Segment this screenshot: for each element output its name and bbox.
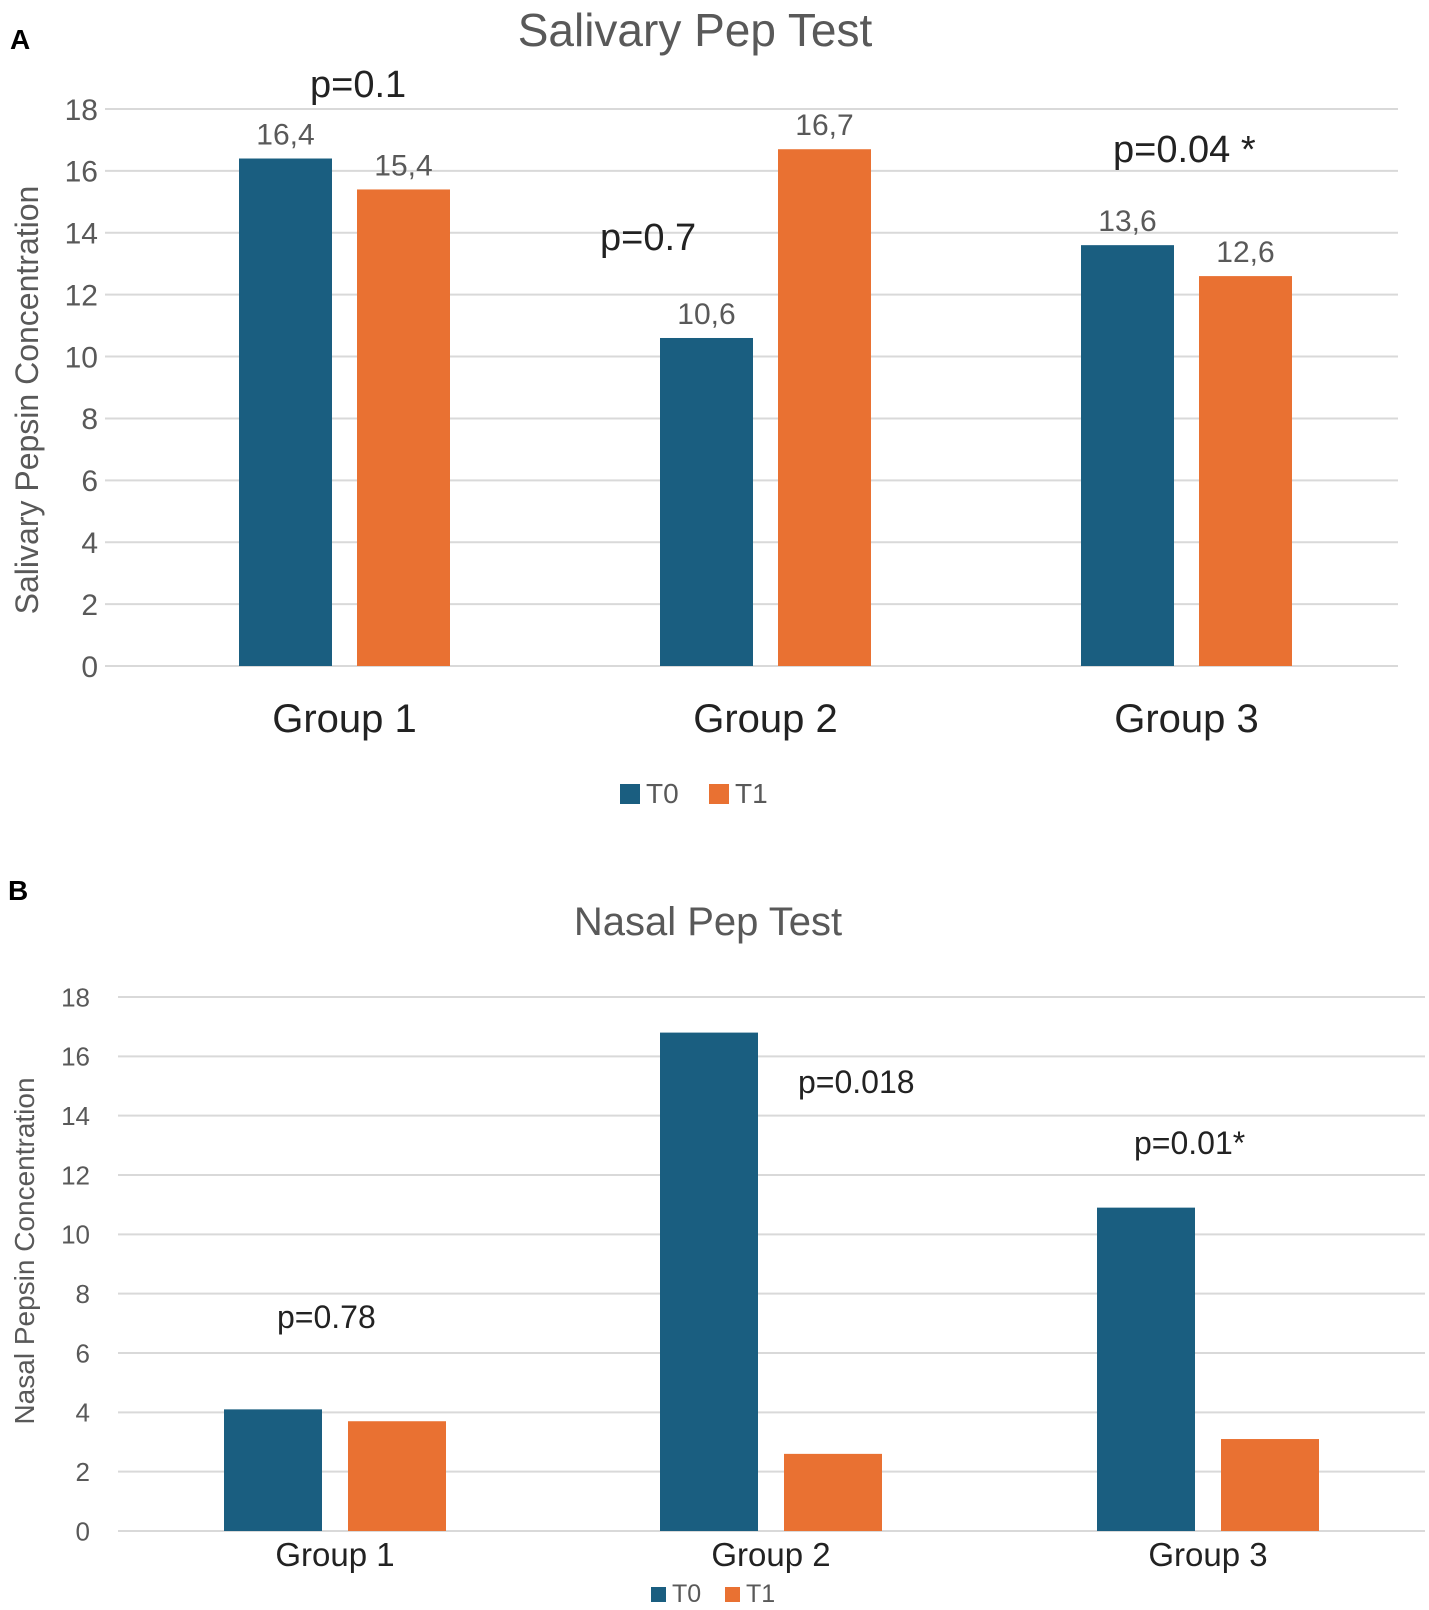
category-label: Group 1 <box>272 697 417 741</box>
panel-a-pvalue-group-2: p=0.7 <box>600 217 696 259</box>
panel-a-y-ticks: 0 2 4 6 8 10 12 14 16 18 <box>65 94 98 684</box>
data-label: 13,6 <box>1098 205 1156 238</box>
y-tick-label: 6 <box>81 465 98 498</box>
panel-b-pvalue-group-3: p=0.01* <box>1134 1125 1245 1161</box>
data-label: 16,7 <box>795 109 853 142</box>
panel-a-legend-label-t1: T1 <box>735 778 768 809</box>
panel-b-legend: T0 T1 <box>651 1580 775 1608</box>
y-tick-label: 6 <box>76 1338 90 1368</box>
panel-a-legend-swatch-t0 <box>620 784 640 804</box>
y-tick-label: 2 <box>81 589 98 622</box>
bar-t0-group-3 <box>1081 245 1174 666</box>
panel-a-legend-swatch-t1 <box>709 784 729 804</box>
panel-a-pvalue-group-1: p=0.1 <box>310 64 406 106</box>
y-tick-label: 12 <box>65 279 98 312</box>
panel-a-legend: T0 T1 <box>620 778 768 809</box>
panel-a-letter: A <box>10 24 30 55</box>
panel-b-annotations: p=0.78 p=0.018 p=0.01* <box>277 1064 1245 1335</box>
data-label: 10,6 <box>677 298 735 331</box>
panel-a: A Salivary Pep Test 0 2 4 6 8 10 12 14 16 18 Sali… <box>9 4 1398 809</box>
panel-a-annotations: p=0.1 p=0.7 p=0.04 * <box>310 64 1256 259</box>
panel-b-category-labels: Group 1 Group 2 Group 3 <box>275 1536 1267 1573</box>
panel-b-gridlines <box>118 996 1425 1532</box>
y-tick-label: 0 <box>81 651 98 684</box>
panel-a-data-labels: 16,4 10,6 13,6 15,4 16,7 12,6 <box>256 109 1274 331</box>
bar-t1-group-3 <box>1199 276 1292 666</box>
bar-t0-group-1 <box>224 1409 322 1531</box>
y-tick-label: 16 <box>61 1042 90 1072</box>
y-tick-label: 14 <box>61 1101 90 1131</box>
panel-a-category-labels: Group 1 Group 2 Group 3 <box>272 697 1259 741</box>
y-tick-label: 4 <box>76 1398 90 1428</box>
bar-t0-group-1 <box>239 158 332 666</box>
panel-b-letter: B <box>8 875 28 906</box>
panel-a-title: Salivary Pep Test <box>518 4 873 56</box>
data-label: 12,6 <box>1216 236 1274 269</box>
category-label: Group 2 <box>693 697 838 741</box>
y-tick-label: 8 <box>81 403 98 436</box>
panel-b-legend-swatch-t1 <box>725 1587 740 1602</box>
panel-b-legend-swatch-t0 <box>651 1587 666 1602</box>
panel-a-legend-label-t0: T0 <box>646 778 679 809</box>
panel-b-legend-label-t0: T0 <box>672 1580 701 1608</box>
bar-t1-group-2 <box>784 1453 882 1531</box>
panel-b-legend-label-t1: T1 <box>746 1580 775 1608</box>
data-label: 15,4 <box>374 149 432 182</box>
category-label: Group 1 <box>275 1536 394 1573</box>
panel-b-pvalue-group-2: p=0.018 <box>798 1064 915 1100</box>
y-tick-label: 14 <box>65 218 98 251</box>
bar-t0-group-3 <box>1097 1207 1195 1531</box>
category-label: Group 3 <box>1114 697 1259 741</box>
bar-t0-group-2 <box>660 1032 758 1531</box>
panel-b-title: Nasal Pep Test <box>574 900 842 944</box>
category-label: Group 3 <box>1148 1536 1267 1573</box>
category-label: Group 2 <box>711 1536 830 1573</box>
bar-t0-group-2 <box>660 337 753 666</box>
y-tick-label: 18 <box>61 982 90 1012</box>
y-tick-label: 12 <box>61 1160 90 1190</box>
y-tick-label: 18 <box>65 94 98 127</box>
bar-t1-group-1 <box>357 189 450 666</box>
panel-b-y-ticks: 0 2 4 6 8 10 12 14 16 18 <box>61 982 90 1546</box>
y-tick-label: 16 <box>65 156 98 189</box>
panel-a-y-axis-label: Salivary Pepsin Concentration <box>9 186 45 615</box>
y-tick-label: 2 <box>76 1457 90 1487</box>
y-tick-label: 4 <box>81 527 98 560</box>
bar-t1-group-3 <box>1221 1439 1319 1531</box>
data-label: 16,4 <box>256 119 314 152</box>
panel-b-y-axis-label: Nasal Pepsin Concentration <box>9 1077 40 1424</box>
y-tick-label: 8 <box>76 1279 90 1309</box>
panel-a-bars <box>239 149 1292 666</box>
panel-b-pvalue-group-1: p=0.78 <box>277 1299 376 1335</box>
y-tick-label: 10 <box>61 1220 90 1250</box>
bar-t1-group-1 <box>348 1421 446 1531</box>
panel-b-bars <box>224 1032 1319 1531</box>
y-tick-label: 10 <box>65 341 98 374</box>
panel-b: B Nasal Pep Test 0 2 4 6 8 10 12 14 16 18 Nasal P… <box>8 875 1425 1608</box>
panel-a-pvalue-group-3: p=0.04 * <box>1113 129 1256 171</box>
bar-t1-group-2 <box>778 149 871 666</box>
y-tick-label: 0 <box>76 1516 90 1546</box>
